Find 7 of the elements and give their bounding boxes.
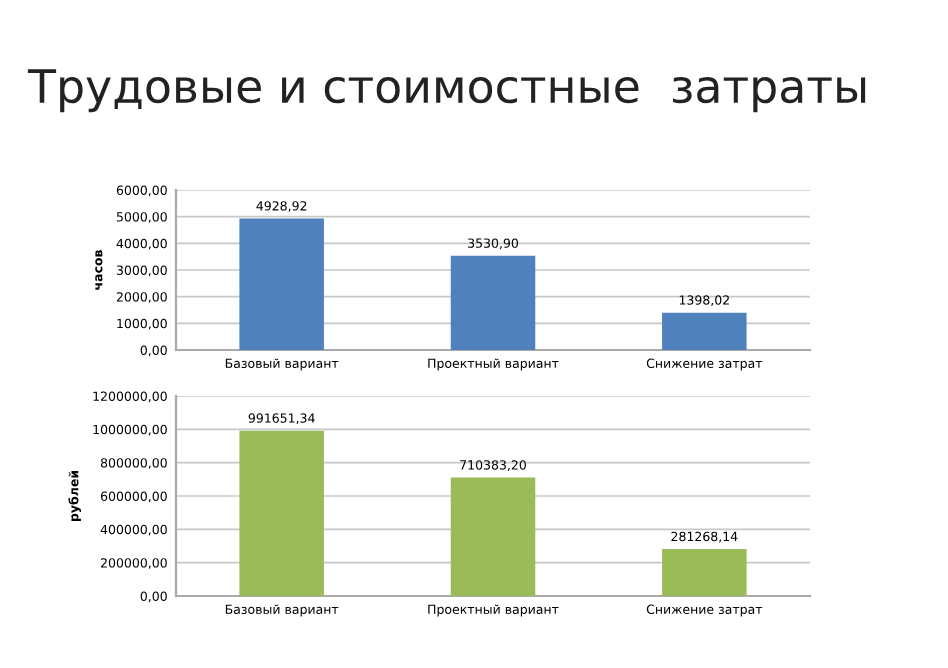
bar xyxy=(450,477,536,596)
chart-title: Трудовые и стоимостные затраты xyxy=(27,69,866,113)
bar xyxy=(662,549,747,596)
bar xyxy=(662,312,747,350)
bar xyxy=(450,255,536,350)
bar xyxy=(239,430,324,596)
bar xyxy=(239,218,324,350)
